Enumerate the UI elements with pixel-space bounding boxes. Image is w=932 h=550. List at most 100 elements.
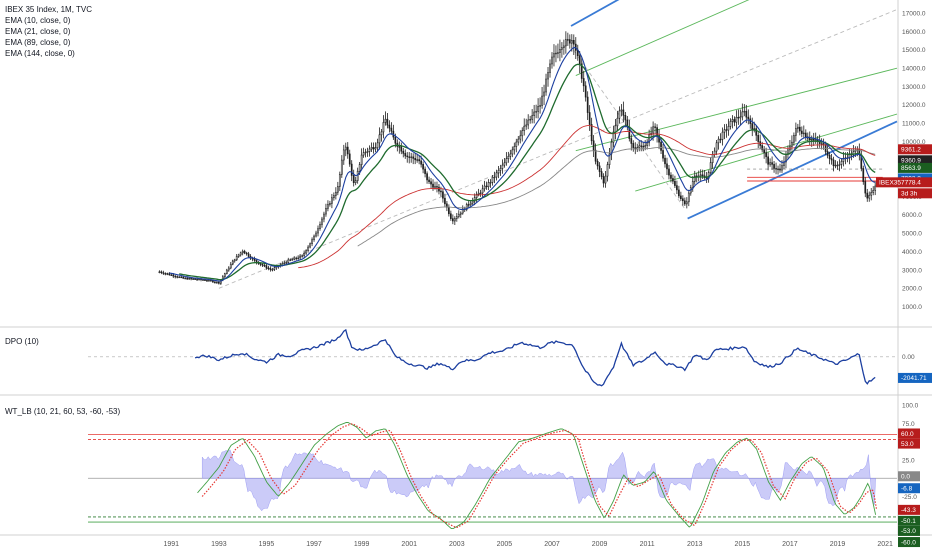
ema144-legend[interactable]: EMA (144, close, 0) bbox=[5, 49, 75, 58]
candle-body bbox=[424, 168, 426, 174]
time-tick-label: 2021 bbox=[877, 541, 893, 548]
candle-body bbox=[761, 145, 764, 151]
candle-body bbox=[660, 141, 662, 151]
candle-body bbox=[731, 119, 734, 122]
main-title[interactable]: IBEX 35 Index, 1M, TVC bbox=[5, 5, 93, 14]
ema21-line bbox=[179, 63, 876, 281]
candle-body bbox=[826, 151, 829, 156]
candle-body bbox=[346, 146, 349, 155]
candle-body bbox=[638, 145, 641, 148]
candle-body bbox=[559, 49, 561, 53]
candle-body bbox=[430, 181, 432, 185]
symbol-label-bg bbox=[876, 177, 898, 188]
wt-hist-badge-bg bbox=[898, 483, 920, 494]
candle-body bbox=[493, 176, 496, 179]
dashed-connector-line bbox=[573, 49, 686, 210]
candle-body bbox=[588, 112, 591, 125]
candle-body bbox=[214, 281, 216, 284]
candle-body bbox=[525, 124, 528, 127]
channel-upper-line bbox=[570, 0, 620, 27]
time-tick-label: 2013 bbox=[687, 541, 703, 548]
pitchfork-median-line bbox=[575, 67, 898, 152]
dpo-legend[interactable]: DPO (10) bbox=[5, 337, 39, 346]
candle-body bbox=[400, 146, 403, 152]
candle-body bbox=[442, 191, 444, 199]
candle-body bbox=[170, 274, 173, 276]
time-tick-label: 2007 bbox=[544, 541, 560, 548]
wave-trend-pane bbox=[88, 422, 897, 530]
candle-body bbox=[594, 149, 597, 162]
candle-body bbox=[592, 140, 595, 151]
candle-body bbox=[404, 153, 407, 157]
candle-body bbox=[352, 175, 355, 184]
ema21-price-badge: 9360.9 bbox=[898, 155, 932, 166]
candlestick-series bbox=[158, 31, 877, 285]
candle-body bbox=[505, 158, 508, 164]
channel-lower-line bbox=[687, 120, 898, 220]
candle-body bbox=[685, 201, 688, 205]
ema10-legend[interactable]: EMA (10, close, 0) bbox=[5, 16, 71, 25]
wt1-value-badge-text: -50.1 bbox=[901, 518, 916, 525]
candle-body bbox=[432, 183, 434, 188]
candle-body bbox=[182, 276, 185, 279]
candle-body bbox=[683, 200, 686, 205]
candle-body bbox=[223, 273, 226, 278]
wt-ob2-badge-text: 53.0 bbox=[901, 441, 914, 448]
candle-body bbox=[737, 116, 740, 119]
candle-body bbox=[709, 162, 712, 173]
candle-body bbox=[265, 265, 268, 269]
candle-body bbox=[779, 168, 781, 171]
candle-body bbox=[840, 161, 843, 165]
wt-hist-badge-text: -6.8 bbox=[901, 486, 913, 493]
wt-legend[interactable]: WT_LB (10, 21, 60, 53, -60, -53) bbox=[5, 407, 121, 416]
bar-countdown-badge-bg bbox=[898, 188, 932, 199]
candle-body bbox=[557, 52, 559, 54]
candle-body bbox=[507, 155, 510, 159]
close-price-badge-bg bbox=[898, 177, 932, 188]
candle-body bbox=[336, 186, 339, 193]
candle-body bbox=[765, 152, 767, 158]
candle-body bbox=[247, 253, 250, 257]
ema89-price-badge: 9361.2 bbox=[898, 144, 932, 155]
candle-body bbox=[388, 124, 391, 129]
ema21-legend[interactable]: EMA (21, close, 0) bbox=[5, 27, 71, 36]
candle-body bbox=[398, 146, 401, 148]
wt-os2-badge-text: -53.0 bbox=[901, 528, 916, 535]
candle-body bbox=[735, 116, 738, 123]
candle-body bbox=[830, 158, 833, 161]
candle-body bbox=[777, 168, 779, 171]
candle-body bbox=[729, 121, 732, 127]
candle-body bbox=[180, 276, 183, 279]
candle-body bbox=[184, 277, 187, 280]
candle-body bbox=[517, 138, 520, 143]
candle-body bbox=[416, 159, 418, 161]
candle-body bbox=[271, 269, 274, 271]
candle-body bbox=[321, 218, 323, 225]
candle-body bbox=[216, 281, 218, 284]
price-tick-label: 4000.0 bbox=[902, 249, 922, 256]
candle-body bbox=[305, 250, 307, 254]
candle-body bbox=[578, 55, 581, 65]
wt-os2-badge: -53.0 bbox=[898, 525, 920, 536]
candle-body bbox=[672, 178, 674, 182]
dpo-line bbox=[194, 328, 876, 387]
price-tick-label: 14000.0 bbox=[902, 66, 926, 73]
candle-body bbox=[800, 130, 803, 134]
candle-body bbox=[162, 272, 165, 274]
main-price-pane bbox=[158, 31, 877, 285]
candle-body bbox=[598, 165, 601, 172]
time-axis: 1991 1993 1995 1997 1999 2001 2003 2005 2007 2009… bbox=[163, 541, 893, 548]
candle-body bbox=[457, 213, 460, 217]
candle-body bbox=[394, 136, 397, 144]
candle-body bbox=[828, 154, 831, 159]
candle-body bbox=[743, 110, 746, 113]
ema89-legend[interactable]: EMA (89, close, 0) bbox=[5, 38, 71, 47]
candle-body bbox=[596, 160, 599, 167]
candle-body bbox=[791, 141, 793, 147]
candle-body bbox=[501, 164, 504, 169]
price-tick-label: 3000.0 bbox=[902, 267, 922, 274]
candle-body bbox=[547, 72, 549, 80]
candle-body bbox=[438, 186, 440, 192]
candle-body bbox=[757, 135, 760, 142]
